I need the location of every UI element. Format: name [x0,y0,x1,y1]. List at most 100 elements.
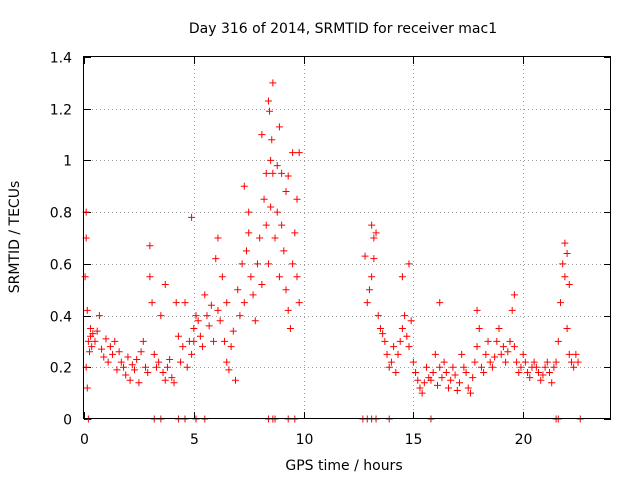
data-point [546,368,554,376]
data-point [236,312,244,320]
data-point [447,376,455,384]
data-point [363,299,371,307]
data-point [249,291,257,299]
data-point [291,229,299,237]
data-point [515,368,523,376]
data-point [442,368,450,376]
data-point [234,286,242,294]
data-point [418,389,426,397]
data-point [361,252,369,260]
data-point [284,172,292,180]
data-point [508,306,516,314]
data-point [427,376,435,384]
data-point [144,368,152,376]
data-point [229,327,237,335]
data-point [392,368,400,376]
data-point [104,358,112,366]
data-point [365,286,373,294]
data-point [539,371,547,379]
data-point [414,376,422,384]
x-tick-label: 20 [515,432,533,448]
data-point [570,363,578,371]
data-point [532,363,540,371]
data-point [83,306,91,314]
data-point [139,337,147,345]
data-point [561,273,569,281]
data-point [554,337,562,345]
data-point [102,335,110,343]
data-point [146,273,154,281]
data-point [438,374,446,382]
data-point [275,273,283,281]
data-point [521,358,529,366]
data-point [561,239,569,247]
data-point [499,343,507,351]
data-point [227,343,235,351]
data-point [212,255,220,263]
data-point [214,234,222,242]
data-point [201,291,209,299]
data-point [559,260,567,268]
data-point [95,312,103,320]
data-point [491,353,499,361]
data-point [192,312,200,320]
data-point [262,169,270,177]
data-point [405,260,413,268]
data-point [183,363,191,371]
data-point [269,79,277,87]
data-point [407,317,415,325]
data-point [137,348,145,356]
data-point [267,203,275,211]
data-point [196,332,204,340]
y-tick-label: 0 [63,413,72,429]
data-point [574,358,582,366]
data-point [238,260,246,268]
y-tick-label: 1 [63,154,72,170]
data-point [214,306,222,314]
data-point [240,299,248,307]
data-point [385,363,393,371]
data-point [172,299,180,307]
data-point [170,379,178,387]
data-point [240,182,248,190]
data-point [284,306,292,314]
data-point [223,299,231,307]
data-point [253,260,261,268]
data-point [482,350,490,358]
x-axis-label: GPS time / hours [285,458,402,474]
data-point [556,299,564,307]
data-point [436,363,444,371]
data-point [245,208,253,216]
data-point [401,312,409,320]
data-point [247,273,255,281]
data-point [87,325,95,332]
data-point [262,221,270,229]
y-tick-label: 1.4 [50,51,72,67]
data-point [475,325,483,332]
data-point [471,358,479,366]
data-point [572,350,580,358]
data-point [223,358,231,366]
data-point [109,350,117,358]
y-tick-label: 0.8 [50,206,72,222]
data-point [275,123,283,131]
data-point [117,358,125,366]
data-point [387,358,395,366]
data-point [273,208,281,216]
data-point [506,337,514,345]
data-point [497,350,505,358]
data-point [245,229,253,237]
chart-title: Day 316 of 2014, SRMTID for receiver mac… [189,21,497,37]
data-point [256,234,264,242]
data-point [295,299,303,307]
data-point [412,368,420,376]
data-point [436,299,444,307]
data-point [368,273,376,281]
data-point [372,229,380,237]
y-tick-label: 0.2 [50,361,72,377]
data-point [152,363,160,371]
data-point [131,366,139,374]
data-point [543,358,551,366]
data-point [445,384,453,392]
data-point [177,358,185,366]
